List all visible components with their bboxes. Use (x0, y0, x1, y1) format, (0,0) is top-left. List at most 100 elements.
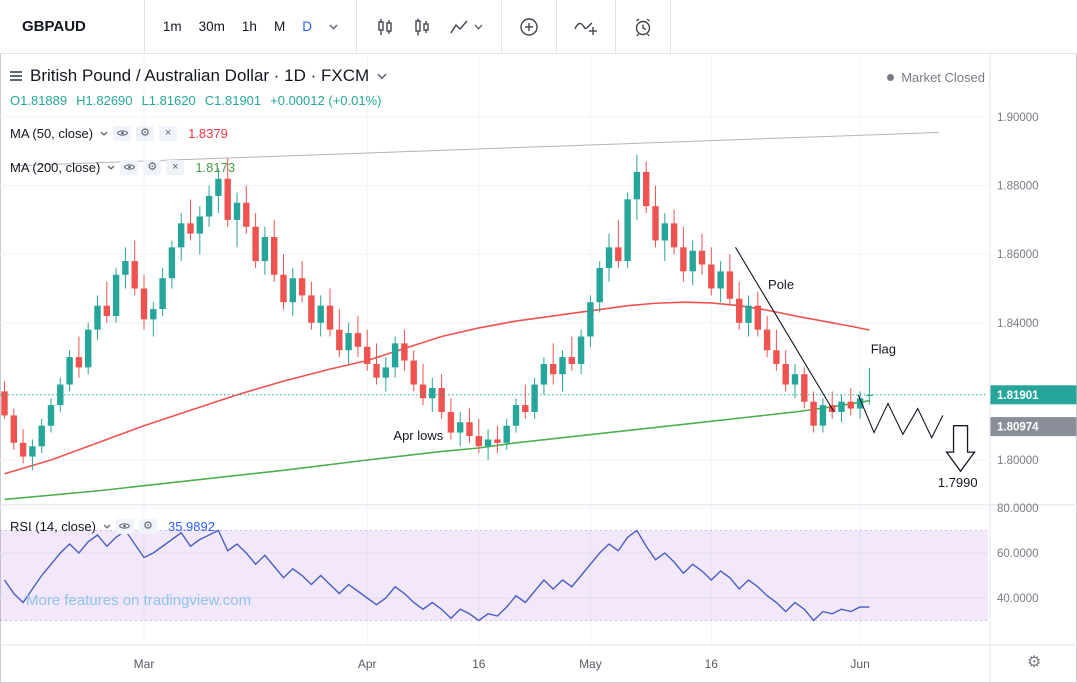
candle-body (103, 305, 110, 316)
toolbar-separator (143, 0, 145, 53)
market-status: Market Closed (887, 70, 985, 85)
close-icon: × (164, 126, 172, 139)
settings-icon[interactable]: ⚙ (1027, 654, 1042, 671)
candle-body (345, 333, 352, 351)
top-toolbar: GBPAUD 1m 30m 1h M D (0, 0, 1077, 54)
line-tools-button[interactable] (557, 0, 615, 53)
flag-zigzag-annotation[interactable] (857, 394, 944, 439)
rsi-chevron-down-icon[interactable] (103, 524, 111, 529)
style-chevron-down-icon (474, 24, 483, 30)
candle-body (243, 202, 250, 227)
symbol-title[interactable]: British Pound / Australian Dollar · 1D ·… (30, 66, 370, 85)
candle-body (373, 363, 380, 378)
ma200-settings-button[interactable]: ⚙ (143, 159, 162, 175)
annotation-label-flag: Flag (871, 342, 896, 357)
title-chevron-down-icon[interactable] (377, 72, 387, 80)
interval-1D-button[interactable]: D (302, 19, 312, 34)
ma50-value: 1.8379 (188, 125, 228, 141)
candle-body (364, 346, 371, 364)
candle-body (484, 439, 492, 447)
interval-30m-button[interactable]: 30m (198, 19, 225, 34)
candle-body (224, 178, 231, 220)
candle-body (810, 401, 817, 426)
toolbar-separator (555, 0, 557, 53)
candle-body (85, 329, 92, 368)
prev-close-badge-label: 1.80974 (997, 422, 1039, 434)
candle-body (94, 305, 101, 330)
candles-style-button[interactable] (375, 17, 395, 37)
ma50-indicator-row: MA (50, close) ⚙ × 1.8379 (10, 124, 387, 142)
candle-body (29, 446, 36, 457)
ma50-chevron-down-icon[interactable] (100, 131, 108, 136)
candle-body (866, 394, 873, 396)
ma50-label[interactable]: MA (50, close) (10, 125, 94, 141)
ma200-value: 1.8173 (195, 159, 236, 175)
candle-body (856, 398, 864, 409)
candle-body (75, 357, 83, 368)
candle-body (419, 384, 427, 399)
interval-1h-button[interactable]: 1h (241, 19, 257, 34)
candle-body (661, 223, 668, 241)
candle-body (512, 405, 520, 426)
time-axis-label: Mar (134, 657, 155, 671)
price-axis-label: 1.90000 (997, 112, 1039, 124)
candle-body (540, 363, 548, 385)
rsi-line (3, 529, 870, 622)
current-price-badge (990, 385, 1077, 405)
ma50-remove-button[interactable]: × (159, 125, 178, 141)
area-style-button[interactable] (449, 17, 483, 37)
candle-body (624, 199, 631, 262)
ma50-visibility-button[interactable] (113, 125, 132, 141)
alert-button[interactable] (616, 0, 670, 53)
candle-body (429, 387, 436, 399)
rsi-visibility-button[interactable] (115, 518, 134, 534)
candle-body (708, 264, 715, 289)
interval-chevron-down-icon[interactable] (329, 24, 338, 30)
price-axis-label: 1.84000 (997, 318, 1039, 330)
hollow-candles-style-button[interactable] (412, 17, 432, 37)
prev-close-badge (990, 417, 1077, 437)
candle-body (233, 202, 241, 220)
candle-body (782, 363, 789, 385)
annotation-label-pole: Pole (768, 277, 794, 292)
candle-body (47, 405, 55, 426)
ma50-settings-button[interactable]: ⚙ (136, 125, 155, 141)
candle-body (847, 401, 854, 409)
candle-body (763, 329, 771, 351)
candle-body (308, 295, 315, 323)
ma200-visibility-button[interactable] (120, 159, 139, 175)
projection-down-arrow-icon[interactable] (945, 425, 976, 473)
symbol-name[interactable]: GBPAUD (22, 18, 86, 35)
candle-body (298, 278, 306, 296)
rsi-label[interactable]: RSI (14, close) (10, 518, 96, 534)
ma200-remove-button[interactable]: × (166, 159, 185, 175)
price-axis-label: 1.88000 (997, 181, 1039, 193)
candle-body (336, 329, 343, 351)
legend-menu-icon[interactable] (10, 71, 22, 81)
candle-body (494, 439, 501, 443)
tradingview-watermark-link[interactable]: More features on tradingview.com (26, 592, 252, 609)
gear-icon: ⚙ (147, 160, 158, 173)
compare-plus-circle-icon (520, 17, 538, 36)
candle-body (38, 425, 45, 447)
candle-body (196, 216, 203, 234)
ma200-label[interactable]: MA (200, close) (10, 159, 101, 175)
pole-annotation-line[interactable] (735, 247, 835, 413)
candle-body (178, 223, 185, 248)
candle-body (643, 171, 650, 207)
eye-icon (123, 164, 135, 170)
toolbar-separator (614, 0, 616, 53)
compare-button[interactable] (502, 0, 556, 53)
gear-icon: ⚙ (143, 519, 153, 532)
rsi-settings-button[interactable]: ⚙ (138, 518, 157, 534)
annotation-label-target: 1.7990 (938, 475, 978, 490)
interval-1m-button[interactable]: 1m (162, 19, 182, 34)
time-axis-label: 16 (472, 657, 486, 671)
ma200-chevron-down-icon[interactable] (107, 165, 115, 170)
interval-1M-button[interactable]: M (273, 19, 286, 34)
candle-body (698, 250, 706, 265)
symbol-title-row[interactable]: British Pound / Australian Dollar · 1D ·… (10, 64, 387, 88)
candle-body (689, 250, 696, 272)
